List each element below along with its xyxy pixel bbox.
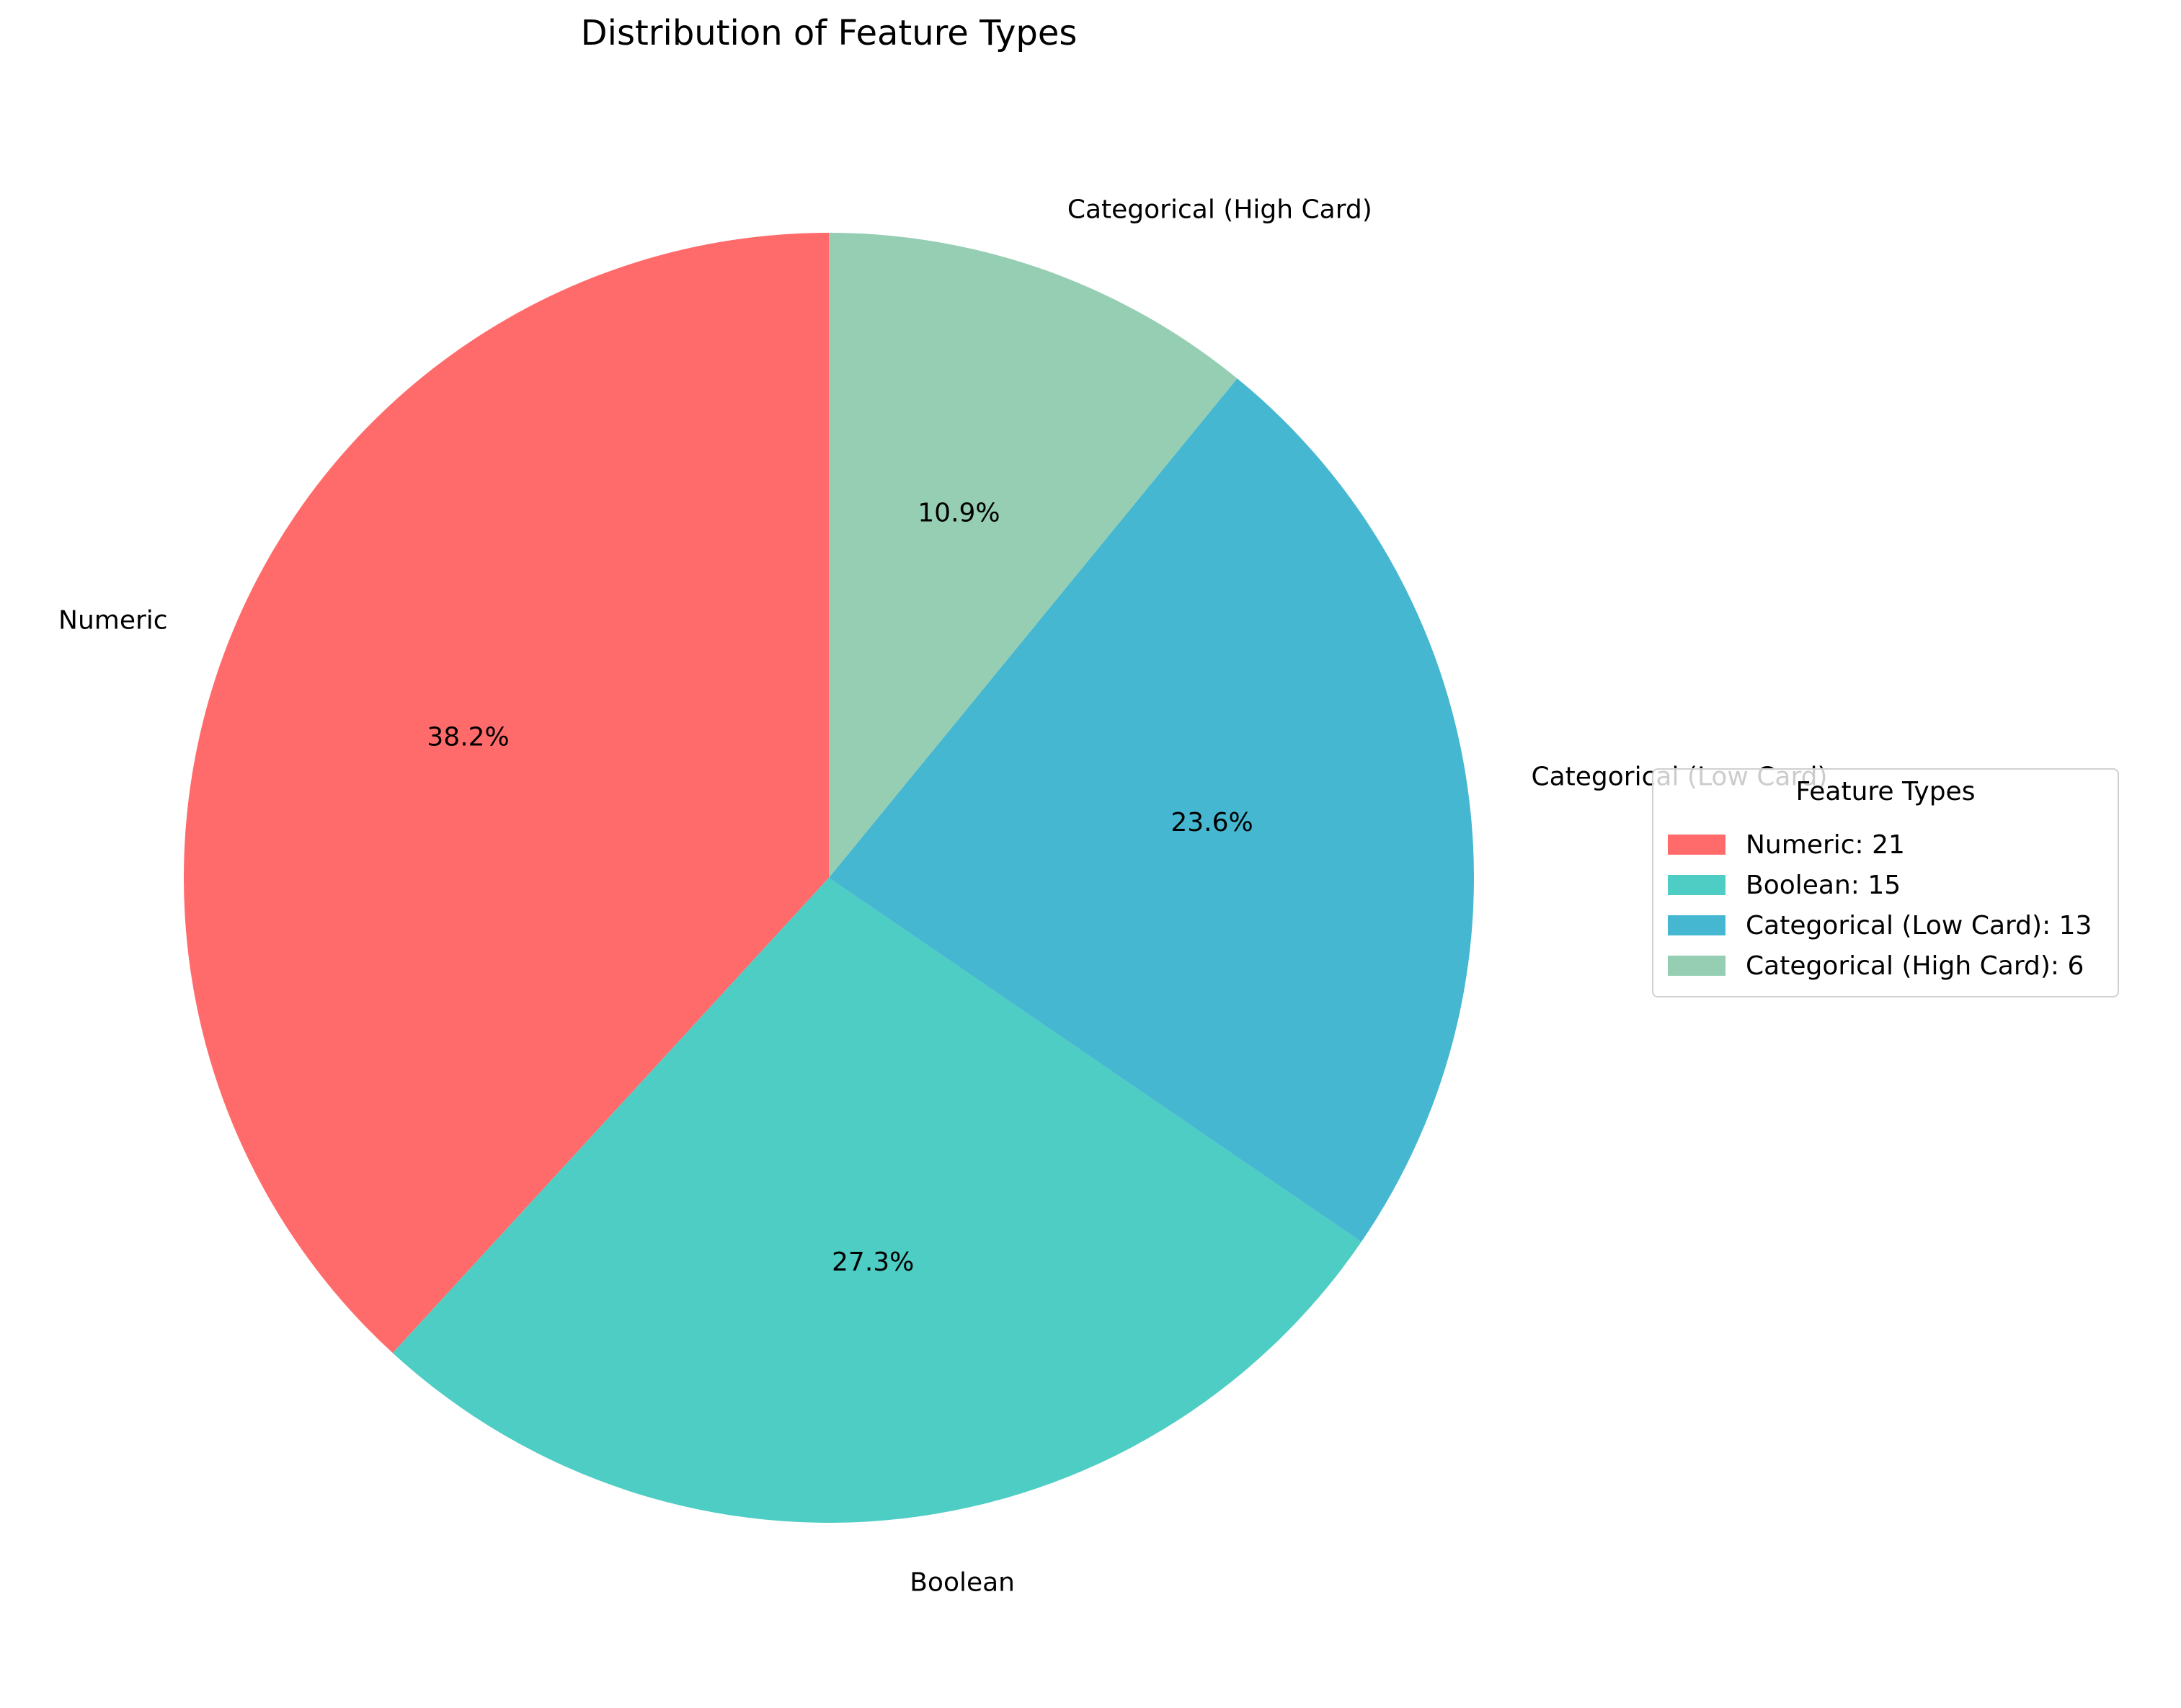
slice-percent-categorical-low-card: 23.6% xyxy=(1171,808,1253,837)
pie-slice-numeric xyxy=(184,233,829,1353)
legend-swatch-numeric xyxy=(1668,835,1725,855)
slice-percent-numeric: 38.2% xyxy=(427,723,509,752)
legend-item-categorical-high-card: Categorical (High Card): 6 xyxy=(1668,946,2084,986)
legend-item-boolean: Boolean: 15 xyxy=(1668,865,1901,905)
chart-title: Distribution of Feature Types xyxy=(580,13,1078,53)
legend-swatch-boolean xyxy=(1668,875,1725,895)
legend: Feature Types Numeric: 21 Boolean: 15 Ca… xyxy=(1652,768,2119,997)
legend-title: Feature Types xyxy=(1795,777,1976,806)
legend-label-numeric: Numeric: 21 xyxy=(1746,829,1905,860)
slice-label-boolean: Boolean xyxy=(910,1568,1015,1598)
legend-label-categorical-high-card: Categorical (High Card): 6 xyxy=(1746,951,2084,981)
legend-item-categorical-low-card: Categorical (Low Card): 13 xyxy=(1668,905,2092,946)
legend-swatch-categorical-low-card xyxy=(1668,915,1725,935)
slice-label-categorical-high-card: Categorical (High Card) xyxy=(1067,195,1372,224)
legend-label-boolean: Boolean: 15 xyxy=(1746,870,1901,900)
legend-item-numeric: Numeric: 21 xyxy=(1668,824,1905,865)
pie-slice-categorical-low-card xyxy=(829,378,1474,1242)
slice-label-numeric: Numeric xyxy=(58,605,168,635)
pie-slice-boolean xyxy=(392,878,1362,1523)
pie-slice-categorical-high-card xyxy=(829,233,1238,878)
legend-swatch-categorical-high-card xyxy=(1668,956,1725,976)
pie-wedges xyxy=(184,233,1474,1523)
slice-percent-boolean: 27.3% xyxy=(832,1247,914,1277)
legend-label-categorical-low-card: Categorical (Low Card): 13 xyxy=(1746,910,2092,940)
slice-percent-categorical-high-card: 10.9% xyxy=(918,499,1000,528)
